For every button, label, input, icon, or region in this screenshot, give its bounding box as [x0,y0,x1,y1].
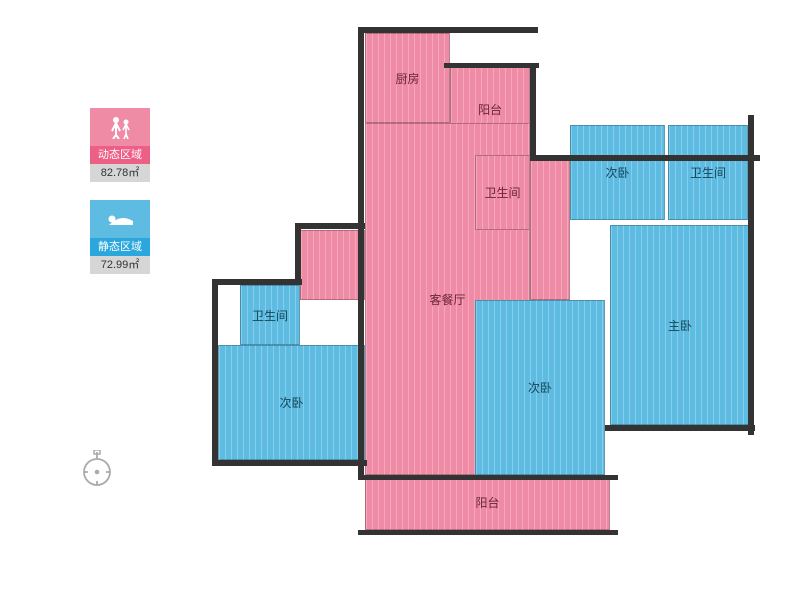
wall-segment [295,223,365,229]
compass-icon [80,450,114,488]
room-label: 厨房 [395,70,419,87]
room-bed2-nw: 次卧 [570,125,665,220]
wall-segment [748,115,754,435]
legend-dynamic-value: 82.78㎡ [90,164,150,182]
room-label: 阳台 [475,494,499,511]
wall-segment [444,63,539,68]
legend-static-icon [90,200,150,238]
room-balcony-s: 阳台 [365,475,610,530]
wall-segment [605,425,755,431]
room-bath-ne: 卫生间 [668,125,748,220]
legend-static-title: 静态区域 [90,238,150,256]
room-label: 次卧 [279,394,303,411]
room-label: 次卧 [605,164,629,181]
legend-dynamic-title: 动态区域 [90,146,150,164]
floor-plan: 厨房阳台客餐厅卫生间阳台次卧卫生间主卧次卧卫生间次卧 [200,15,760,575]
wall-segment [212,279,218,464]
room-living-ext1 [300,230,365,300]
room-label: 卫生间 [690,164,726,181]
legend-static-value: 72.99㎡ [90,256,150,274]
room-label: 主卧 [668,317,692,334]
people-icon [106,115,134,139]
wall-segment [358,123,364,478]
room-label: 卫生间 [484,184,520,201]
room-label: 阳台 [478,101,502,118]
wall-segment [212,279,302,285]
room-bed2-s: 次卧 [475,300,605,475]
room-master: 主卧 [610,225,750,425]
legend-static: 静态区域 72.99㎡ [90,200,150,274]
room-bath-w: 卫生间 [240,285,300,345]
legend-dynamic: 动态区域 82.78㎡ [90,108,150,182]
room-label: 卫生间 [252,307,288,324]
room-bath-c: 卫生间 [475,155,530,230]
wall-segment [358,475,618,480]
wall-segment [530,63,536,158]
room-label: 次卧 [528,379,552,396]
room-living-ext2 [530,155,570,300]
room-kitchen: 厨房 [365,33,450,123]
wall-segment [358,27,538,33]
wall-segment [358,27,364,127]
wall-segment [212,460,367,466]
sleeping-icon [105,209,135,229]
wall-segment [295,223,301,283]
legend-dynamic-icon [90,108,150,146]
wall-segment [530,155,760,161]
wall-segment [358,530,618,535]
room-bed2-sw: 次卧 [218,345,365,460]
room-label: 客餐厅 [429,291,465,308]
